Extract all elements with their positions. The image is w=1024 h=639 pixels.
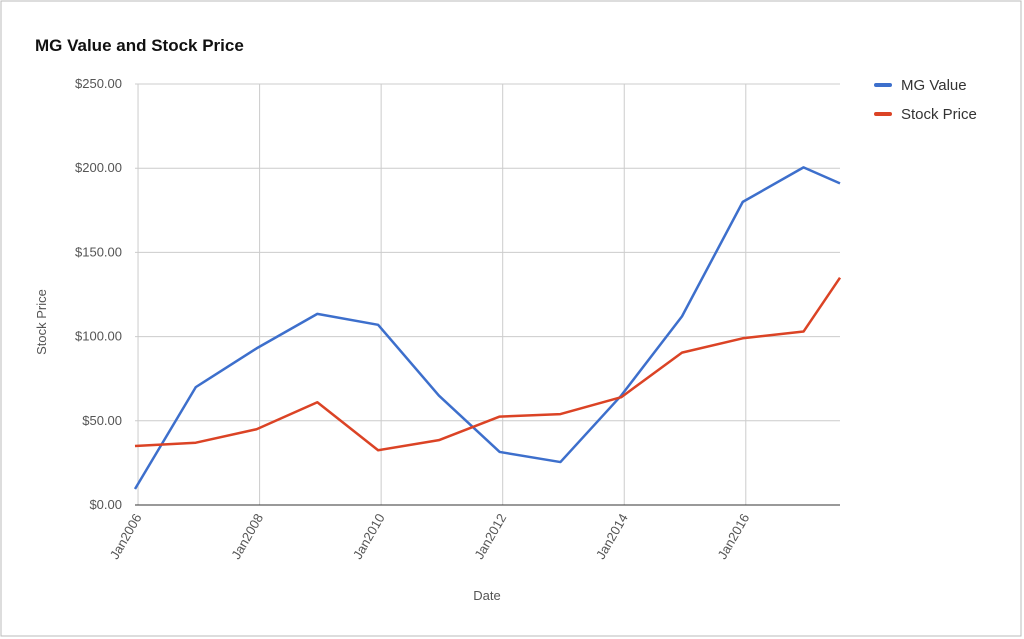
y-tick-label: $50.00 (82, 413, 122, 428)
chart-title: MG Value and Stock Price (35, 36, 244, 55)
y-tick-label: $250.00 (75, 76, 122, 91)
y-tick-label: $0.00 (89, 497, 122, 512)
series-line (133, 166, 841, 490)
y-tick-label: $100.00 (75, 329, 122, 344)
y-tick-label: $200.00 (75, 160, 122, 175)
y-tick-label: $150.00 (75, 244, 122, 259)
legend-label: Stock Price (901, 106, 977, 123)
legend-label: MG Value (901, 77, 967, 94)
y-axis-title: Stock Price (34, 289, 49, 355)
x-axis-title: Date (473, 588, 500, 603)
series-line (134, 276, 842, 452)
